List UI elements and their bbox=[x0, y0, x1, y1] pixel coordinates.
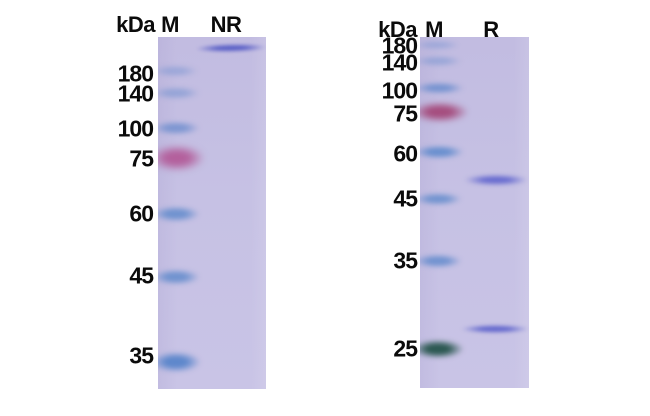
sample-lane-label-nr: NR bbox=[210, 12, 242, 37]
marker-band bbox=[158, 269, 200, 286]
marker-scale-left: 180 140 100 75 60 45 35 bbox=[88, 37, 154, 389]
marker-weight-label: 45 bbox=[129, 262, 154, 289]
sample-band bbox=[461, 324, 529, 334]
marker-band bbox=[158, 144, 205, 172]
marker-weight-label: 100 bbox=[381, 77, 418, 104]
marker-lane-label: M bbox=[425, 17, 443, 42]
gel-strip-reduced bbox=[420, 37, 529, 388]
marker-scale-right: 180 140 100 75 60 45 35 25 bbox=[353, 32, 418, 388]
marker-band bbox=[420, 145, 464, 160]
marker-weight-label: 60 bbox=[129, 200, 154, 227]
marker-band bbox=[420, 253, 462, 268]
marker-weight-label: 45 bbox=[393, 185, 418, 212]
marker-weight-label: 180 bbox=[381, 32, 418, 59]
marker-weight-label: 100 bbox=[117, 115, 154, 142]
marker-band bbox=[420, 40, 460, 51]
marker-band bbox=[420, 81, 464, 94]
marker-weight-label: 35 bbox=[129, 342, 154, 369]
marker-band bbox=[420, 192, 462, 206]
marker-lane-label: M bbox=[161, 12, 179, 37]
marker-weight-label: 60 bbox=[393, 140, 418, 167]
marker-band bbox=[158, 351, 201, 373]
gel-strip-non-reduced bbox=[158, 37, 266, 389]
marker-band bbox=[158, 206, 200, 223]
marker-weight-label: 140 bbox=[381, 49, 418, 76]
marker-band bbox=[158, 121, 200, 136]
marker-band bbox=[420, 55, 462, 67]
sample-lane-label-r: R bbox=[483, 17, 499, 42]
marker-weight-label: 25 bbox=[393, 335, 418, 362]
marker-band bbox=[420, 339, 464, 359]
marker-weight-label: 180 bbox=[117, 60, 154, 87]
kda-unit-label: kDa bbox=[378, 17, 417, 42]
marker-weight-label: 140 bbox=[117, 80, 154, 107]
marker-weight-label: 75 bbox=[129, 145, 154, 172]
sample-band bbox=[464, 174, 528, 186]
marker-weight-label: 75 bbox=[393, 100, 418, 127]
marker-band bbox=[158, 65, 198, 78]
marker-weight-label: 35 bbox=[393, 247, 418, 274]
marker-band bbox=[420, 101, 469, 123]
marker-band bbox=[158, 86, 200, 100]
kda-unit-label: kDa bbox=[116, 12, 155, 37]
